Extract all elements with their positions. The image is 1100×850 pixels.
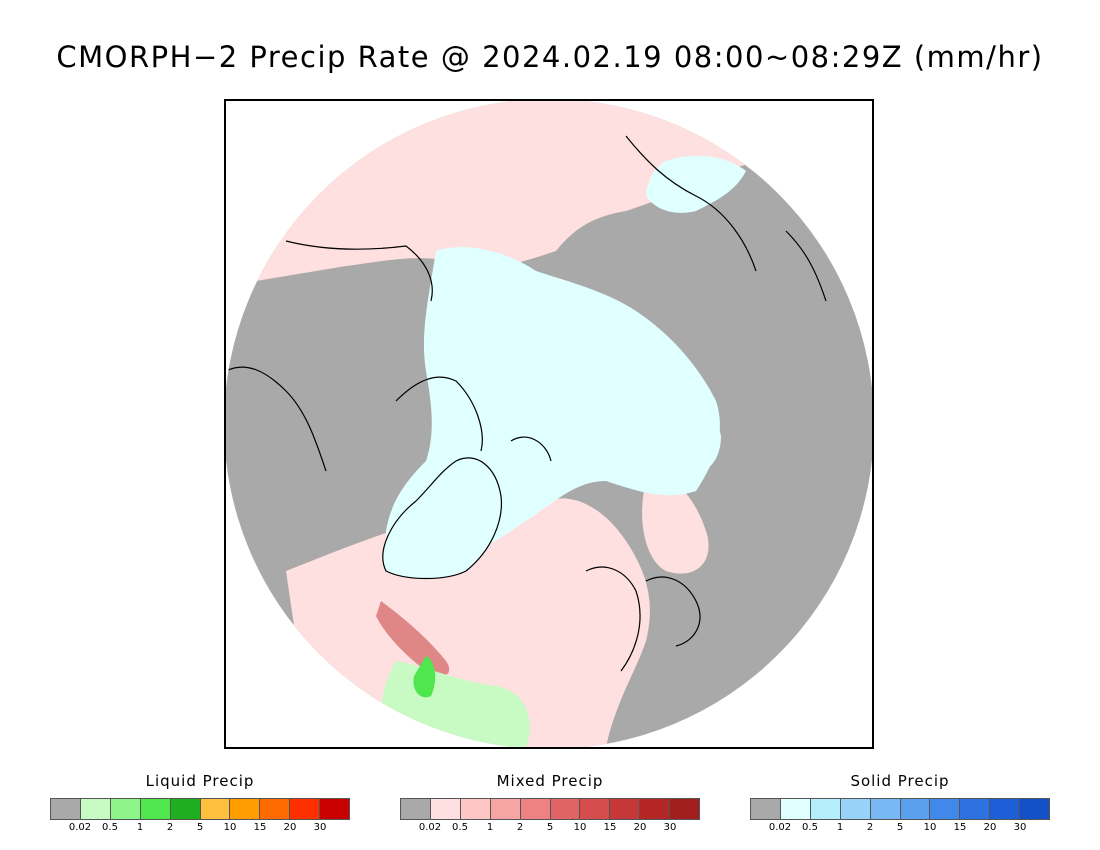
legend-tick-label: 5 [896,822,904,833]
legend-tick-label: 5 [546,822,554,833]
legend-tick-label: 1 [486,822,494,833]
legend-swatch [900,799,931,819]
legend-mixed-colorbar [400,798,700,820]
legend-swatch [430,799,461,819]
polar-map-panel [224,99,874,749]
mixed-precip-region-north [226,101,872,291]
legend-swatch [550,799,581,819]
solid-precip-scandinavia [674,400,721,472]
legend-tick-label: 10 [923,822,937,833]
legend-swatch [260,799,291,819]
legend-tick-label: 2 [516,822,524,833]
legend-liquid-ticks: 0.02 0.5 1 2 5 10 15 20 30 [50,820,350,834]
legend-swatch [780,799,811,819]
solid-precip-greenland [382,457,502,579]
legend-swatch [840,799,871,819]
legend-tick-label: 1 [836,822,844,833]
legend-swatch [401,799,431,819]
legend-swatch [520,799,551,819]
legend-solid-ticks: 0.02 0.5 1 2 5 10 15 20 30 [750,820,1050,834]
legend-tick-label: 10 [223,822,237,833]
legend-tick-label: 20 [633,822,647,833]
legend-swatch [290,799,321,819]
legend-swatch [230,799,261,819]
legend-mixed-title: Mixed Precip [496,772,604,790]
legend-swatch [490,799,521,819]
legend-swatch [580,799,611,819]
coastlines [226,135,827,672]
legend-tick-label: 0.02 [68,822,92,833]
map-title: CMORPH−2 Precip Rate @ 2024.02.19 08:00~… [56,40,1044,74]
legend-tick-label: 15 [603,822,617,833]
legend-swatch [200,799,231,819]
legend-swatch [1020,799,1050,819]
legend-mixed: Mixed Precip 0.02 0.5 1 2 5 10 15 20 30 [400,772,700,834]
legend-swatch [80,799,111,819]
legend-tick-label: 5 [196,822,204,833]
legend-tick-label: 2 [866,822,874,833]
legend-tick-label: 10 [573,822,587,833]
legend-swatch [670,799,700,819]
legend-tick-label: 20 [283,822,297,833]
legend-swatch [751,799,781,819]
legend-solid-colorbar [750,798,1050,820]
legend-tick-label: 30 [313,822,327,833]
liquid-precip-heavier [413,656,436,698]
mixed-precip-region-east [642,479,709,574]
legend-liquid-title: Liquid Precip [145,772,255,790]
legend-tick-label: 20 [983,822,997,833]
legend-tick-label: 0.5 [802,822,818,833]
legend-swatch [930,799,961,819]
legend-swatch [170,799,201,819]
legend-tick-label: 30 [1013,822,1027,833]
legend-tick-label: 15 [953,822,967,833]
legend-tick-label: 0.02 [768,822,792,833]
legend-swatch [640,799,671,819]
mixed-precip-region-atlantic [286,498,650,747]
legend-swatch [610,799,641,819]
legend-tick-label: 0.5 [452,822,468,833]
legend-tick-label: 1 [136,822,144,833]
legend-tick-label: 15 [253,822,267,833]
legend-liquid: Liquid Precip 0.02 0.5 1 2 5 10 15 20 30 [50,772,350,834]
legend-swatch [110,799,141,819]
legend-swatch [460,799,491,819]
legend-swatch [960,799,991,819]
legend-solid: Solid Precip 0.02 0.5 1 2 5 10 15 20 30 [750,772,1050,834]
legend-mixed-ticks: 0.02 0.5 1 2 5 10 15 20 30 [400,820,700,834]
legend-swatch [870,799,901,819]
polar-precip-map [226,101,872,747]
legend-tick-label: 2 [166,822,174,833]
legend-tick-label: 0.5 [102,822,118,833]
legend-swatch [51,799,81,819]
legend-swatch [810,799,841,819]
legend-tick-label: 30 [663,822,677,833]
legend-swatch [140,799,171,819]
solid-precip-siberia [646,155,746,213]
legend-swatch [320,799,350,819]
legend-solid-title: Solid Precip [850,772,950,790]
mixed-precip-band [376,601,450,677]
legend-liquid-colorbar [50,798,350,820]
legend-swatch [990,799,1021,819]
legend-tick-label: 0.02 [418,822,442,833]
